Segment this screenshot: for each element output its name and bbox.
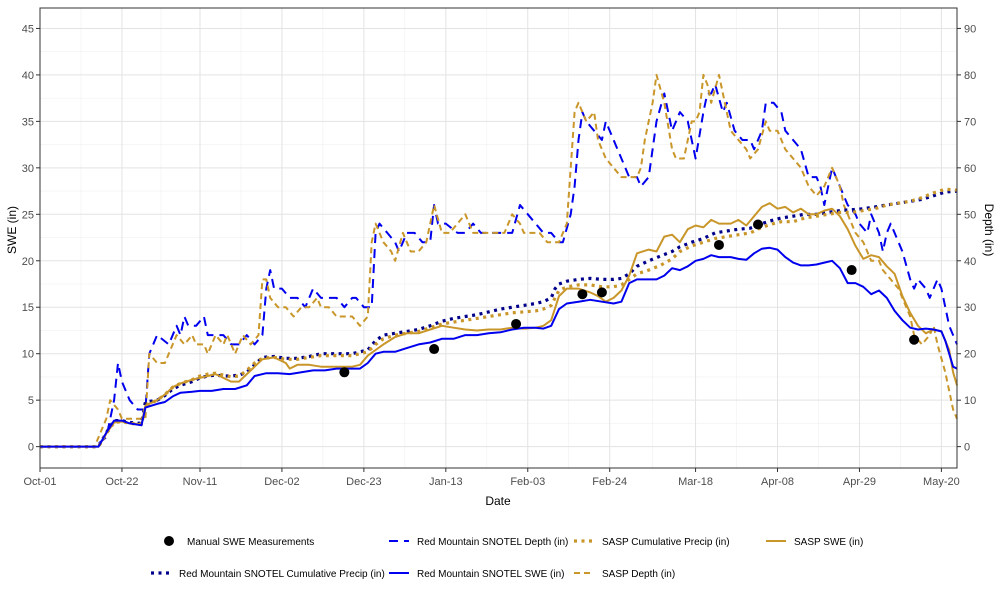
manual-swe-point (339, 367, 350, 378)
x-tick-label: Dec-02 (264, 476, 299, 488)
manual-swe-point (713, 239, 724, 250)
y-tick-label: 35 (22, 116, 34, 128)
y2-tick-label: 30 (964, 302, 976, 314)
y-tick-label: 0 (28, 442, 34, 454)
legend-item: SASP Cumulative Precip (in) (574, 537, 730, 548)
y2-tick-label: 50 (964, 209, 976, 221)
legend-item: SASP SWE (in) (766, 537, 863, 548)
legend-label: Red Mountain SNOTEL Cumulative Precip (i… (179, 569, 385, 580)
y2-tick-label: 60 (964, 163, 976, 175)
manual-swe-point (577, 289, 588, 300)
legend-item: Red Mountain SNOTEL Depth (in) (389, 537, 568, 548)
legend-label: Red Mountain SNOTEL SWE (in) (417, 569, 564, 580)
x-tick-label: May-20 (923, 476, 960, 488)
x-tick-label: Feb-24 (592, 476, 627, 488)
gridlines (39, 8, 957, 468)
legend-label: Manual SWE Measurements (187, 537, 314, 548)
y2-tick-label: 20 (964, 349, 976, 361)
manual-swe-point (596, 287, 607, 298)
y-tick-label: 30 (22, 163, 34, 175)
y-tick-label: 40 (22, 70, 34, 82)
y-tick-label: 45 (22, 23, 34, 35)
legend-key-point (164, 536, 174, 546)
x-tick-label: Apr-08 (761, 476, 794, 488)
manual-swe-point (909, 334, 920, 345)
series-sasp-depth-in (40, 73, 958, 448)
x-tick-label: Dec-23 (346, 476, 381, 488)
y-axis-title: SWE (in) (5, 206, 19, 254)
axes: 0 0 5 10 10 20 15 30 20 40 25 50 30 60 35 70 40 80 45 90 Oct… (22, 23, 977, 488)
x-tick-label: Nov-11 (183, 476, 218, 488)
legend-label: SASP SWE (in) (794, 537, 863, 548)
plot-border (39, 7, 958, 469)
legend-item: SASP Depth (in) (574, 569, 675, 580)
manual-swe-point (846, 265, 857, 276)
x-axis-title: Date (485, 494, 511, 508)
legend-label: SASP Cumulative Precip (in) (602, 537, 730, 548)
y-tick-label: 10 (22, 349, 34, 361)
x-tick-label: Oct-22 (105, 476, 138, 488)
plot-panel (40, 8, 957, 468)
y2-tick-label: 40 (964, 256, 976, 268)
y2-tick-label: 0 (964, 442, 970, 454)
legend-item: Manual SWE Measurements (164, 536, 314, 548)
legend-item: Red Mountain SNOTEL Cumulative Precip (i… (151, 569, 385, 580)
y2-tick-label: 80 (964, 70, 976, 82)
legend-label: SASP Depth (in) (602, 569, 675, 580)
series-red-mountain-snotel-swe-in (40, 246, 958, 448)
manual-swe-point (752, 219, 763, 230)
x-tick-label: Feb-03 (510, 476, 545, 488)
x-tick-label: Mar-18 (678, 476, 713, 488)
y-tick-label: 5 (28, 395, 34, 407)
x-tick-label: Apr-29 (843, 476, 876, 488)
manual-swe-point (511, 318, 522, 329)
y2-tick-label: 90 (964, 23, 976, 35)
legend-item: Red Mountain SNOTEL SWE (in) (389, 569, 564, 580)
y-tick-label: 25 (22, 209, 34, 221)
y2-axis-title: Depth (in) (982, 204, 996, 257)
y-tick-label: 15 (22, 302, 34, 314)
series-sasp-swe-in (40, 202, 958, 448)
x-tick-label: Oct-01 (23, 476, 56, 488)
series-red-mountain-snotel-depth-in (40, 83, 958, 448)
x-tick-label: Jan-13 (429, 476, 463, 488)
y2-tick-label: 10 (964, 395, 976, 407)
y-tick-label: 20 (22, 256, 34, 268)
manual-swe-point (429, 344, 440, 355)
legend: Manual SWE Measurements Red Mountain SNOT… (151, 536, 863, 580)
series-sasp-cumulative-precip-in (40, 187, 958, 449)
legend-label: Red Mountain SNOTEL Depth (in) (417, 537, 568, 548)
y2-tick-label: 70 (964, 116, 976, 128)
manual-measurement-points (339, 219, 920, 378)
series-layer (40, 73, 958, 449)
